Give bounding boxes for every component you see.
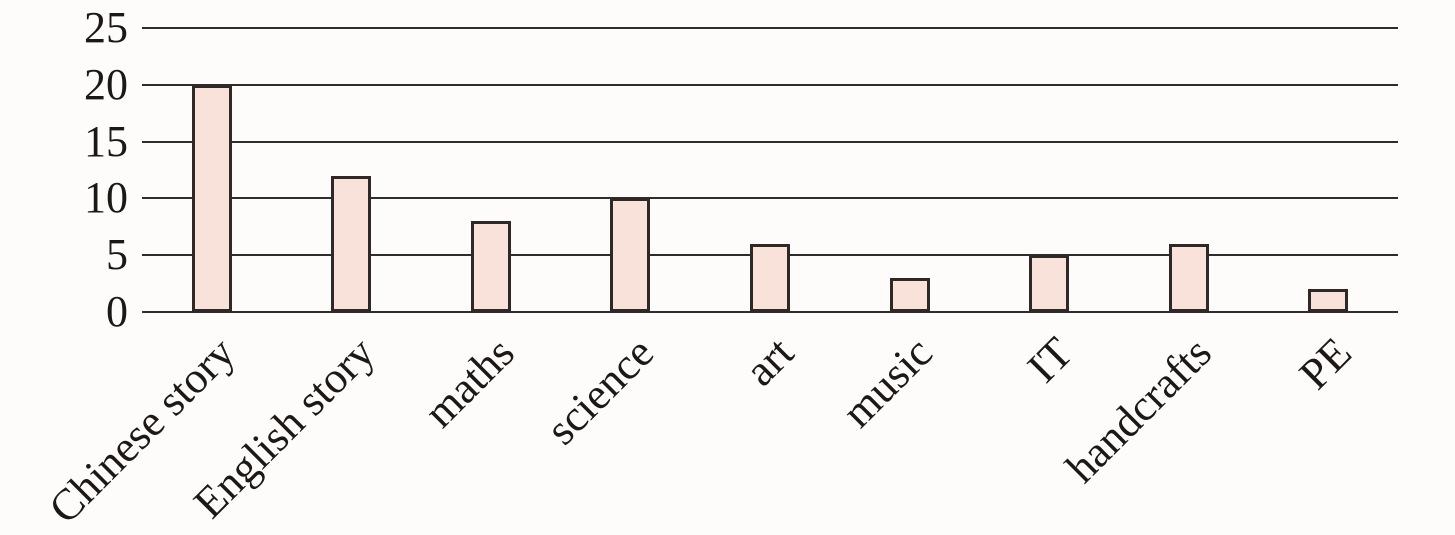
y-tick-label-0: 0	[106, 287, 128, 336]
bar-it	[1029, 255, 1070, 312]
x-tick-label-science: science	[536, 327, 663, 455]
x-tick-label-pe: PE	[1289, 327, 1361, 399]
y-tick-label-20: 20	[84, 59, 128, 109]
y-tick-label-5: 5	[106, 230, 128, 280]
x-tick-label-it: IT	[1017, 327, 1082, 392]
bar-science	[610, 198, 651, 312]
x-tick-label-maths: maths	[414, 327, 524, 437]
y-tick-label-15: 15	[84, 116, 128, 166]
bar-art	[750, 243, 790, 312]
bar-chinese-story	[191, 84, 232, 312]
x-axis-labels: Chinese story English story maths science ar…	[39, 327, 1398, 535]
x-tick-label-art: art	[735, 327, 803, 396]
x-tick-label-handcrafts: handcrafts	[1056, 327, 1222, 493]
bar-english-story	[331, 175, 372, 312]
plot-area	[142, 27, 1398, 313]
y-tick-label-10: 10	[84, 173, 128, 223]
bar-pe	[1308, 289, 1349, 312]
y-axis-labels: 0 5 10 15 20 25	[0, 6, 128, 334]
bar-maths	[470, 221, 511, 312]
bar-handcrafts	[1168, 243, 1209, 312]
gridline-25	[142, 27, 1398, 29]
bar-music	[889, 277, 930, 312]
gridline-0	[142, 311, 1398, 313]
y-tick-label-25: 25	[84, 3, 128, 52]
x-tick-label-music: music	[833, 327, 943, 437]
gridline-10	[142, 197, 1398, 200]
gridline-15	[142, 140, 1398, 143]
gridline-20	[142, 83, 1398, 86]
